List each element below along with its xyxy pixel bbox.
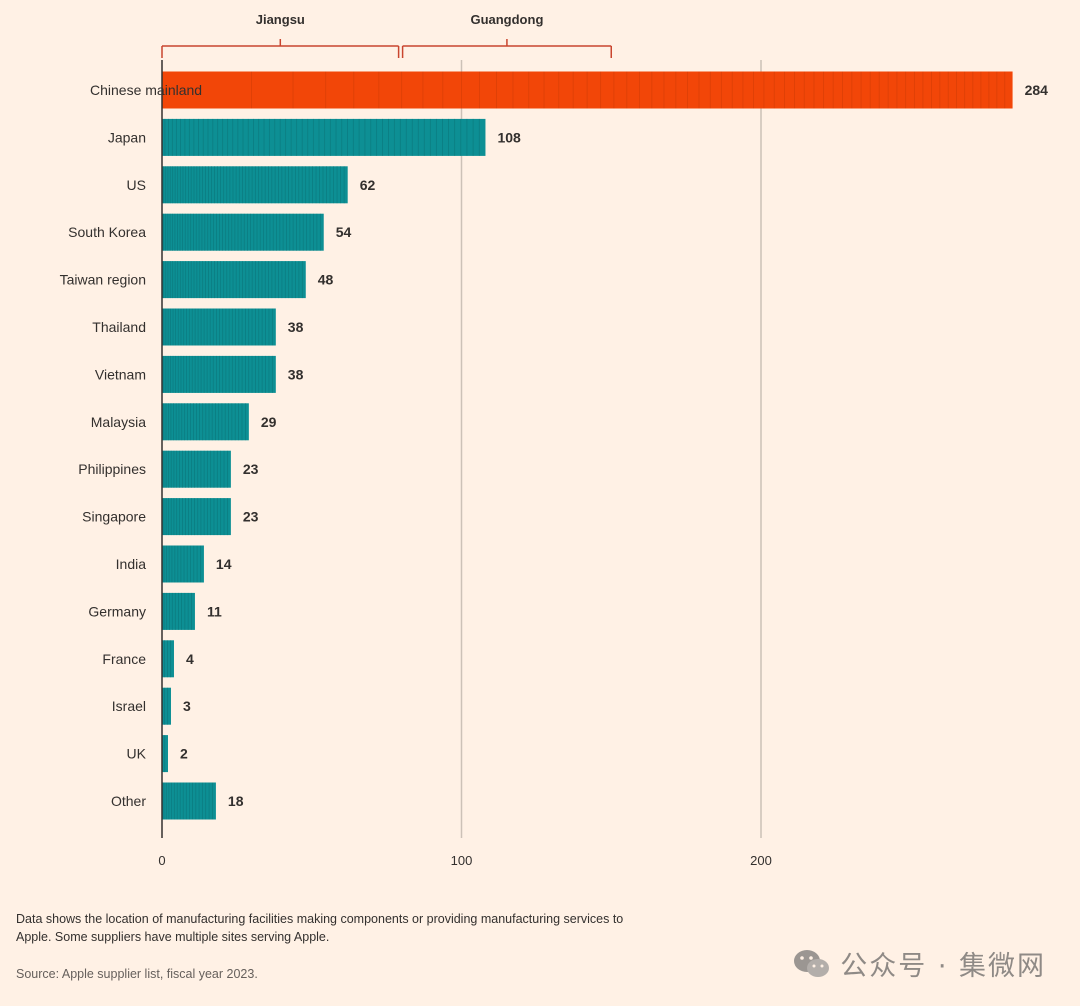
- bar-taiwan-region: [162, 261, 306, 299]
- bar-us: [162, 166, 348, 204]
- value-label: 48: [318, 272, 334, 288]
- bar-malaysia: [162, 403, 249, 441]
- chart-svg: 0 100 200 Chinese mainland 284 Japan 108 US 62 So…: [60, 12, 1049, 868]
- category-label: Singapore: [82, 509, 146, 525]
- value-label: 284: [1025, 82, 1049, 98]
- value-label: 54: [336, 224, 352, 240]
- group-label-guangdong: Guangdong: [470, 12, 543, 27]
- category-label: UK: [127, 746, 147, 762]
- value-label: 2: [180, 746, 188, 762]
- group-label-jiangsu: Jiangsu: [256, 12, 305, 27]
- bar-india: [162, 545, 204, 583]
- bar-other: [162, 782, 216, 820]
- category-label: Taiwan region: [60, 272, 146, 288]
- category-label: India: [116, 556, 147, 572]
- x-tick-label: 0: [158, 853, 165, 868]
- x-tick-label: 100: [451, 853, 473, 868]
- bar-france: [162, 640, 174, 678]
- value-label: 14: [216, 556, 232, 572]
- value-label: 18: [228, 793, 244, 809]
- bar-japan: [162, 118, 486, 156]
- category-label: Israel: [112, 698, 146, 714]
- value-label: 3: [183, 698, 191, 714]
- value-label: 11: [207, 603, 222, 619]
- category-label: Malaysia: [91, 414, 146, 430]
- bar-chart: 0 100 200 Chinese mainland 284 Japan 108 US 62 So…: [60, 12, 1049, 868]
- category-label: Japan: [108, 129, 146, 145]
- chart-source: Source: Apple supplier list, fiscal year…: [16, 967, 258, 981]
- category-label: Thailand: [92, 319, 146, 335]
- bar-singapore: [162, 498, 231, 536]
- category-label: US: [127, 177, 146, 193]
- value-label: 38: [288, 366, 304, 382]
- category-label: France: [102, 651, 146, 667]
- wechat-watermark: 公众号 · 集微网: [792, 944, 1046, 983]
- value-label: 62: [360, 177, 376, 193]
- category-label: Philippines: [78, 461, 146, 477]
- bar-philippines: [162, 450, 231, 488]
- value-label: 23: [243, 461, 259, 477]
- bar-israel: [162, 687, 171, 725]
- category-label: South Korea: [68, 224, 146, 240]
- category-label: Germany: [88, 603, 146, 619]
- category-label: Other: [111, 793, 146, 809]
- x-tick-label: 200: [750, 853, 772, 868]
- value-label: 23: [243, 509, 259, 525]
- value-label: 38: [288, 319, 304, 335]
- chart-footnote: Data shows the location of manufacturing…: [16, 912, 624, 944]
- watermark-text: 公众号 · 集微网: [840, 951, 1046, 982]
- category-label: Vietnam: [95, 366, 146, 382]
- value-label: 108: [497, 129, 521, 145]
- wechat-icon: [794, 949, 830, 977]
- value-label: 29: [261, 414, 277, 430]
- value-label: 4: [186, 651, 194, 667]
- category-label: Chinese mainland: [90, 82, 202, 98]
